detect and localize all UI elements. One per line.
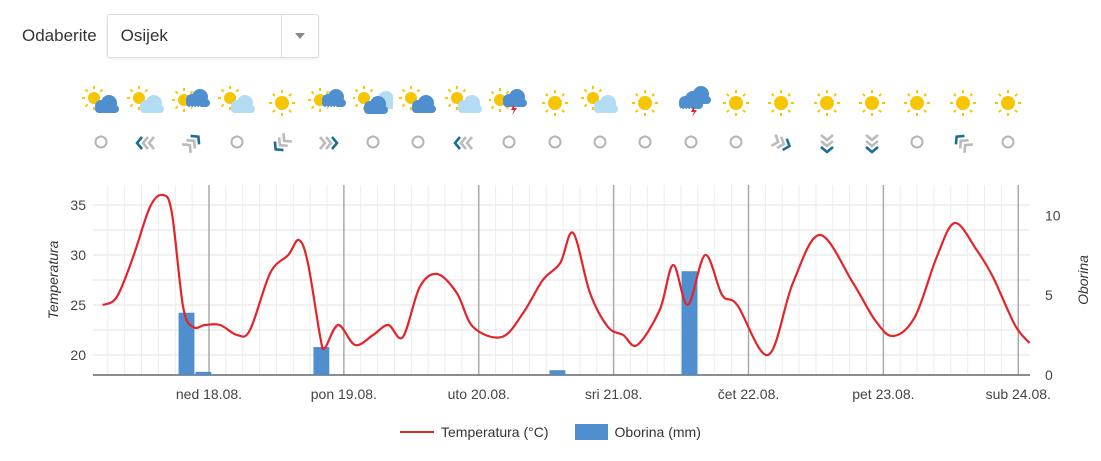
y-left-tick-label: 25	[70, 297, 86, 313]
sunny-icon	[716, 86, 756, 120]
y-left-tick-label: 20	[70, 347, 86, 363]
chart-legend: Temperatura (°C) Oborina (mm)	[400, 424, 701, 440]
calm-wind-icon	[360, 130, 386, 156]
partly-cloudy-rain-icon	[171, 86, 212, 120]
y-left-tick-label: 35	[70, 197, 86, 213]
y-left-axis-title: Temperatura	[45, 240, 61, 319]
x-tick-label: pon 19.08.	[311, 386, 377, 402]
y-right-tick-label: 10	[1045, 207, 1061, 223]
calm-wind-icon	[723, 130, 749, 156]
y-right-tick-label: 0	[1045, 367, 1053, 383]
temperature-line	[102, 193, 1031, 357]
chevron-down-icon[interactable]	[280, 15, 318, 57]
legend-precipitation-label[interactable]: Oborina (mm)	[614, 424, 701, 440]
x-tick-label: čet 22.08.	[718, 386, 780, 402]
calm-wind-icon	[88, 130, 114, 156]
x-tick-label: pet 23.08.	[852, 386, 914, 402]
location-select-value: Osijek	[120, 26, 168, 45]
wind-arrow-icon	[269, 130, 295, 156]
location-select[interactable]: Osijek	[106, 14, 319, 58]
sunny-icon	[535, 86, 575, 120]
wind-arrow-icon	[451, 130, 477, 156]
y-left-tick-label: 30	[70, 247, 86, 263]
wind-arrow-icon	[950, 130, 976, 156]
sunny-icon	[852, 86, 892, 120]
calm-wind-icon	[632, 130, 658, 156]
calm-wind-icon	[995, 130, 1021, 156]
sunny-icon	[761, 86, 801, 120]
rain-thunder-cloud-icon	[671, 86, 711, 120]
partly-cloudy-dark-icon	[81, 86, 121, 120]
sunny-icon	[943, 86, 983, 120]
calm-wind-icon	[496, 130, 522, 156]
calm-wind-icon	[587, 130, 613, 156]
precipitation-bar	[178, 312, 195, 375]
sunny-icon	[262, 86, 302, 120]
precipitation-bar	[195, 371, 212, 375]
partly-cloudy-light-icon	[217, 86, 257, 120]
calm-wind-icon	[224, 130, 250, 156]
legend-precipitation-swatch[interactable]	[574, 424, 608, 440]
partly-cloudy-light-icon	[580, 86, 620, 120]
wind-arrow-icon	[315, 130, 341, 156]
calm-wind-icon	[678, 130, 704, 156]
location-picker: Odaberite Osijek	[22, 14, 319, 58]
wind-arrow-icon	[814, 130, 840, 156]
sunny-icon	[988, 86, 1028, 120]
x-tick-label: sri 21.08.	[585, 386, 643, 402]
x-tick-label: sub 24.08.	[986, 386, 1051, 402]
precipitation-bar	[549, 370, 566, 375]
calm-wind-icon	[904, 130, 930, 156]
wind-arrow-icon	[133, 130, 159, 156]
partly-cloudy-light-icon	[444, 86, 484, 120]
precipitation-bar	[313, 347, 330, 375]
partly-cloudy-thunder-icon	[488, 86, 529, 120]
partly-cloudy-dark-icon	[398, 86, 438, 120]
y-right-axis-title: Oborina	[1075, 255, 1091, 305]
x-tick-label: uto 20.08.	[448, 386, 510, 402]
wind-arrow-icon	[768, 130, 794, 156]
location-label: Odaberite	[22, 26, 97, 45]
y-right-tick-label: 5	[1045, 287, 1053, 303]
partly-cloudy-rain-icon	[307, 86, 348, 120]
sunny-icon	[807, 86, 847, 120]
sunny-icon	[897, 86, 937, 120]
wind-arrow-icon	[179, 130, 205, 156]
calm-wind-icon	[542, 130, 568, 156]
calm-wind-icon	[405, 130, 431, 156]
precipitation-bar	[681, 271, 698, 375]
legend-temperature-label[interactable]: Temperatura (°C)	[441, 424, 549, 440]
x-tick-label: ned 18.08.	[176, 386, 242, 402]
legend-temperature-swatch[interactable]	[400, 431, 434, 433]
sunny-icon	[625, 86, 665, 120]
wind-arrow-icon	[859, 130, 885, 156]
partly-cloudy-mixed-icon	[352, 86, 397, 120]
partly-cloudy-light-icon	[126, 86, 166, 120]
